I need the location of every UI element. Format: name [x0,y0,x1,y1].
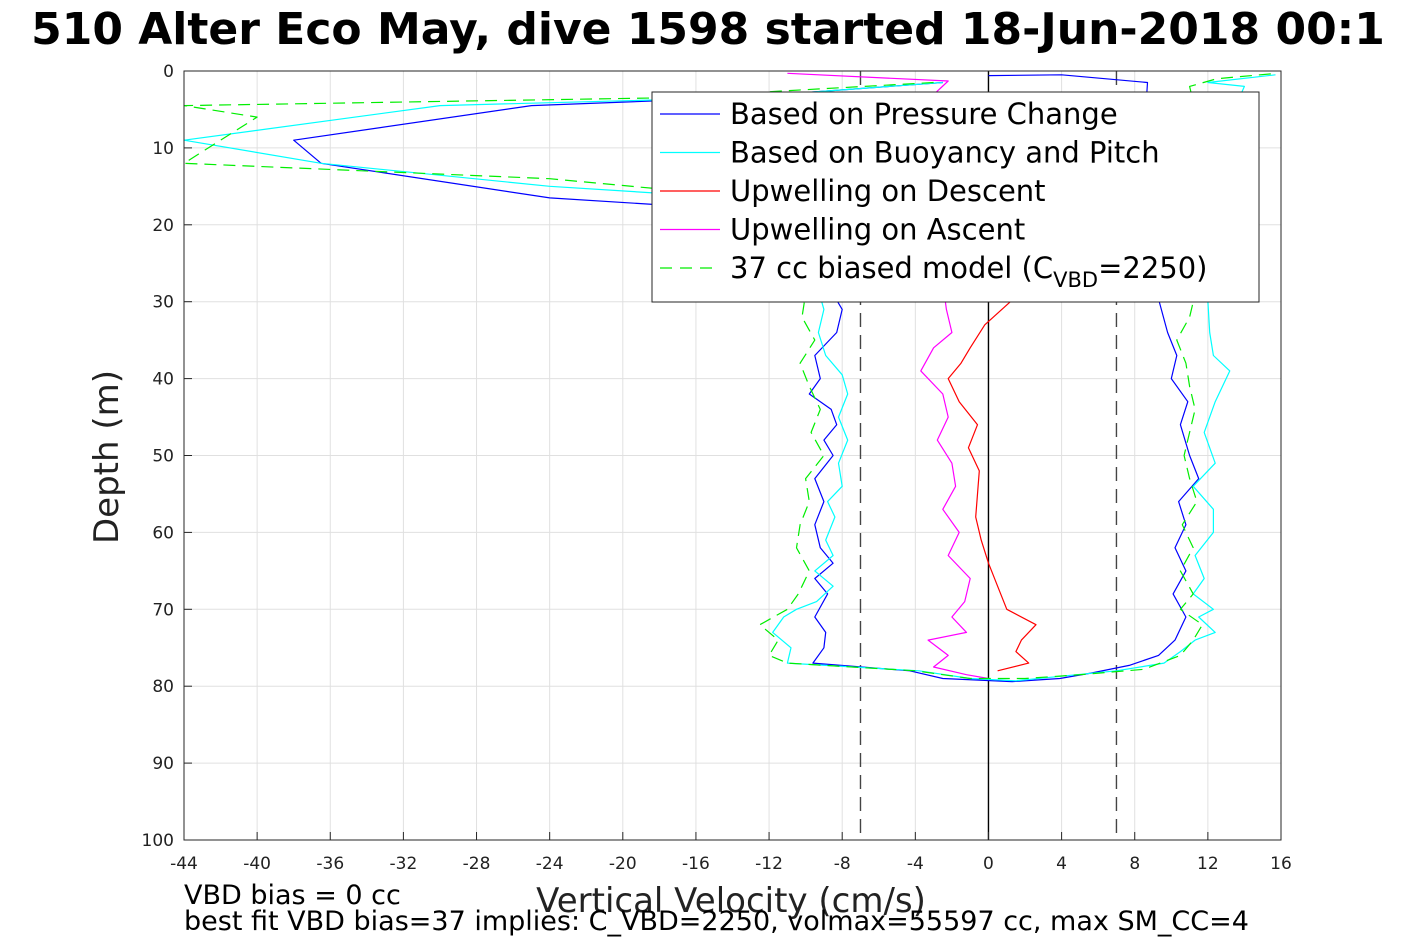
x-axis-ticks: -44 -40 -36 -32 -28 -24 -20 -16 -12 -8 -4 0 4 8 12 16 [170,832,1292,874]
x-tick-label: -28 [463,854,491,874]
x-tick-label: 16 [1270,854,1292,874]
series-line [183,72,1278,680]
legend-box [651,91,1260,303]
x-tick-label: -44 [170,854,198,874]
x-tick-label: 8 [1129,854,1140,874]
x-tick-label: -32 [390,854,418,874]
series-line [947,301,1037,672]
y-tick-label: 90 [152,754,174,774]
x-tick-label: -40 [243,854,271,874]
best-fit-note: best fit VBD bias=37 implies: C_VBD=2250… [184,906,1249,937]
y-tick-label: 50 [152,447,174,467]
y-tick-label: 70 [152,600,174,620]
series-line [293,74,1200,683]
chart-title: 510 Alter Eco May, dive 1598 started 18-… [31,4,1385,55]
y-tick-label: 30 [152,293,174,313]
legend-label: Based on Buoyancy and Pitch [730,136,1160,170]
x-axis-label: Vertical Velocity (cm/s) [536,881,926,921]
x-tick-label: -12 [755,854,783,874]
y-tick-label: 80 [152,677,174,697]
legend-label: Based on Pressure Change [730,97,1118,131]
x-tick-label: -4 [907,854,924,874]
legend-label: Upwelling on Descent [730,174,1046,208]
y-tick-label: 0 [163,62,174,82]
y-tick-label: 20 [152,216,174,236]
x-tick-label: -16 [682,854,710,874]
y-tick-label: 100 [142,831,174,851]
y-tick-label: 10 [152,139,174,159]
legend-label: Upwelling on Ascent [730,213,1025,247]
x-tick-label: -20 [609,854,637,874]
series-line [183,74,1276,682]
y-axis-label: Depth (m) [87,370,127,544]
x-tick-label: -36 [316,854,344,874]
x-tick-label: 12 [1197,854,1219,874]
y-axis-ticks: 0 10 20 30 40 50 60 70 80 90 100 [142,62,192,851]
y-tick-label: 40 [152,370,174,390]
vbd-bias-note: VBD bias = 0 cc [184,880,401,911]
x-tick-label: 0 [983,854,994,874]
legend: Based on Pressure Change Based on Buoyanc… [651,91,1260,303]
x-tick-label: 4 [1056,854,1067,874]
legend-label: 37 cc biased model (CVBD=2250) [730,251,1208,292]
y-tick-label: 60 [152,523,174,543]
legend-items: Based on Pressure Change Based on Buoyanc… [660,97,1208,292]
x-tick-label: -8 [834,854,851,874]
x-tick-label: -24 [536,854,564,874]
